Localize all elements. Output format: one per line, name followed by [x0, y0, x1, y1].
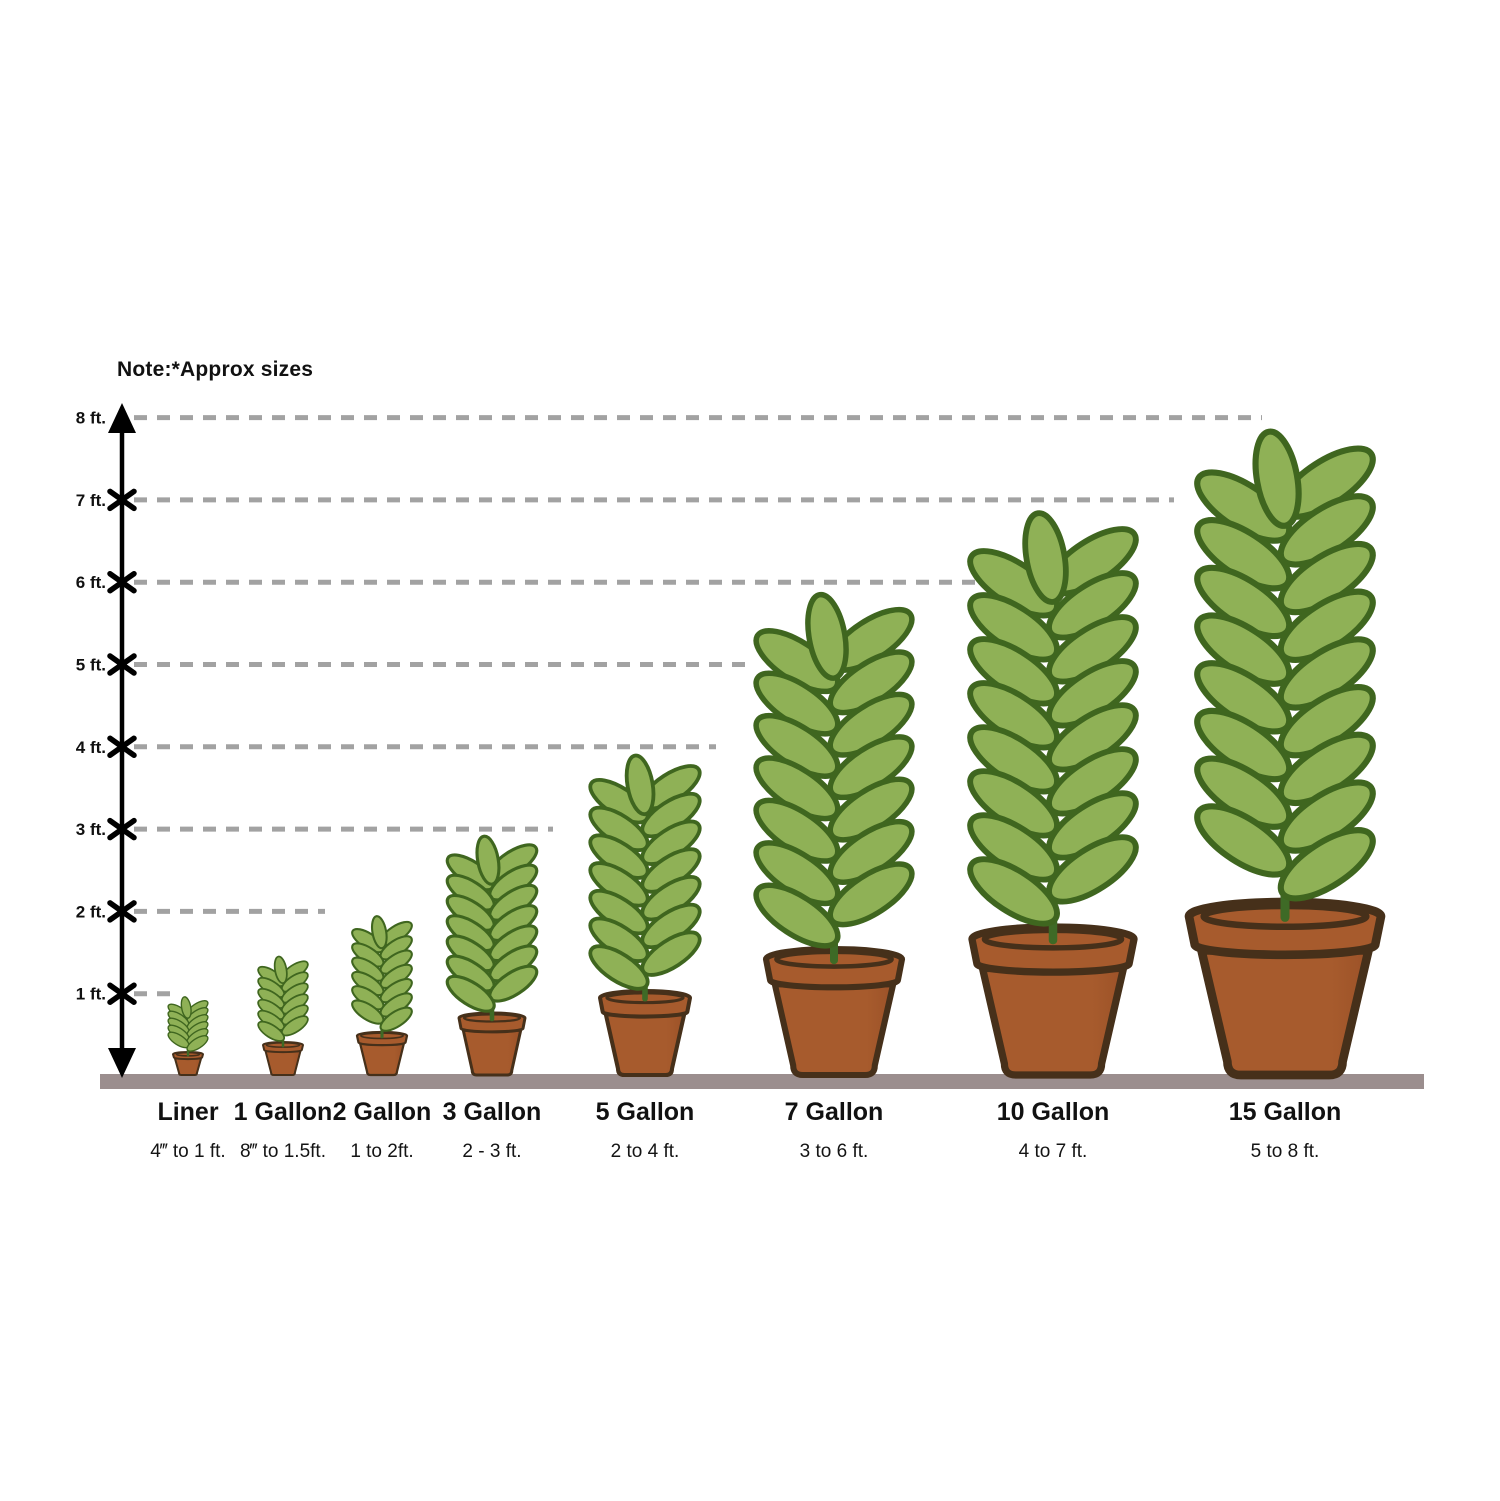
- plant-group-1-gallon: [257, 955, 309, 1076]
- plant-group-10-gallon: [967, 510, 1139, 1079]
- leaf: [379, 1006, 413, 1032]
- axis-tick-5ft: [107, 653, 137, 676]
- plant-group-7-gallon: [753, 591, 915, 1079]
- axis-tick-label-7ft: 7 ft.: [76, 491, 106, 510]
- axis-tick-2ft: [107, 900, 137, 923]
- container-range-1-gallon: 8‴ to 1.5ft.: [240, 1141, 326, 1162]
- plant-group-15-gallon: [1184, 428, 1386, 1080]
- approx-sizes-note: Note:*Approx sizes: [117, 358, 314, 381]
- top-leaf: [273, 955, 288, 985]
- leaf: [1277, 827, 1376, 902]
- pot-body: [978, 964, 1128, 1079]
- pot-body: [1197, 946, 1373, 1080]
- axis-tick-6ft: [107, 570, 137, 594]
- container-name-1-gallon: 1 Gallon: [233, 1098, 333, 1126]
- container-name-7-gallon: 7 Gallon: [784, 1098, 884, 1126]
- container-name-2-gallon: 2 Gallon: [332, 1098, 432, 1126]
- axis-tick-1ft: [107, 982, 137, 1005]
- container-name-15-gallon: 15 Gallon: [1228, 1098, 1342, 1126]
- container-range-5-gallon: 2 to 4 ft.: [610, 1141, 680, 1162]
- top-leaf: [475, 834, 501, 886]
- container-name-10-gallon: 10 Gallon: [996, 1098, 1110, 1126]
- container-range-15-gallon: 5 to 8 ft.: [1250, 1141, 1320, 1162]
- axis-tick-label-2ft: 2 ft.: [76, 902, 106, 921]
- container-range-10-gallon: 4 to 7 ft.: [1018, 1141, 1088, 1162]
- leaf: [257, 1020, 286, 1042]
- top-leaf: [624, 753, 656, 817]
- height-axis: 1 ft. 2 ft. 3 ft. 4 ft. 5 ft. 6 ft. 7 ft. 8 ft.: [76, 403, 137, 1078]
- plant-group-3-gallon: [445, 834, 539, 1077]
- axis-arrow-down-icon: [108, 1048, 136, 1078]
- axis-tick-label-5ft: 5 ft.: [76, 656, 106, 675]
- leaf: [967, 856, 1060, 927]
- plant-group-5-gallon: [588, 753, 702, 1078]
- container-range-liner: 4‴ to 1 ft.: [150, 1141, 226, 1162]
- container-name-liner: Liner: [157, 1098, 219, 1126]
- container-range-2-gallon: 1 to 2ft.: [350, 1141, 414, 1162]
- axis-tick-label-1ft: 1 ft.: [76, 985, 106, 1004]
- top-leaf: [1252, 428, 1302, 529]
- axis-tick-label-4ft: 4 ft.: [76, 738, 106, 757]
- floor-shelf: [100, 1074, 1424, 1089]
- axis-tick-label-3ft: 3 ft.: [76, 820, 106, 839]
- axis-tick-7ft: [107, 488, 137, 512]
- container-name-5-gallon: 5 Gallon: [595, 1098, 695, 1126]
- leaf: [753, 882, 841, 949]
- pot-body: [771, 981, 897, 1079]
- top-leaf: [1022, 510, 1069, 605]
- top-leaf: [180, 996, 192, 1019]
- leaf: [445, 974, 496, 1013]
- pot-body: [173, 1057, 203, 1076]
- pot-body: [461, 1028, 523, 1077]
- plant-group-liner: [167, 996, 209, 1076]
- pot-body: [359, 1042, 405, 1077]
- leaf: [186, 1035, 209, 1052]
- axis-tick-label-6ft: 6 ft.: [76, 573, 106, 592]
- leaf: [588, 944, 650, 991]
- container-name-3-gallon: 3 Gallon: [442, 1098, 542, 1126]
- axis-tick-4ft: [107, 735, 137, 759]
- container-range-3-gallon: 2 - 3 ft.: [462, 1141, 522, 1162]
- plant-group-2-gallon: [351, 915, 413, 1077]
- axis-arrow-up-icon: [108, 403, 136, 433]
- top-leaf: [370, 915, 388, 950]
- container-range-7-gallon: 3 to 6 ft.: [799, 1141, 869, 1162]
- pot-body: [264, 1050, 302, 1076]
- top-leaf: [805, 591, 849, 681]
- axis-tick-label-8ft: 8 ft.: [76, 409, 106, 428]
- pot-body: [603, 1012, 687, 1078]
- axis-tick-3ft: [107, 817, 137, 841]
